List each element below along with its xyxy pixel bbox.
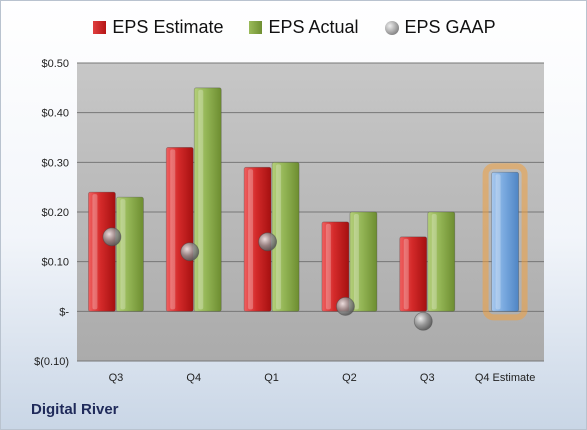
bar-eps-estimate (399, 236, 428, 312)
bar-eps-estimate (321, 221, 350, 312)
legend-item-eps-actual: EPS Actual (249, 17, 359, 38)
bar-q4-estimate (491, 171, 519, 312)
legend-item-eps-estimate: EPS Estimate (93, 17, 223, 38)
bar-eps-actual (193, 87, 222, 312)
x-tick-label: Q3 (420, 372, 435, 384)
y-tick-label: $0.20 (41, 207, 69, 219)
company-name: Digital River (31, 401, 119, 418)
x-tick-label: Q3 (109, 372, 124, 384)
x-tick-label: Q4 Estimate (475, 372, 536, 384)
bar-eps-actual (116, 196, 144, 312)
point-eps-gaap (413, 311, 433, 331)
legend-swatch-eps-gaap (384, 20, 399, 35)
point-eps-gaap (180, 242, 200, 262)
x-tick-label: Q4 (186, 372, 201, 384)
y-tick-label: $- (59, 306, 69, 318)
point-eps-gaap (258, 232, 277, 252)
y-tick-label: $0.50 (41, 58, 69, 70)
highlight-glow (482, 163, 528, 321)
bar-eps-actual (427, 211, 456, 312)
y-tick-label: $0.40 (41, 108, 69, 120)
bar-eps-actual (349, 211, 378, 312)
point-eps-gaap (336, 296, 355, 316)
legend-label-eps-estimate: EPS Estimate (112, 17, 224, 37)
legend-label-eps-gaap: EPS GAAP (404, 17, 496, 37)
legend-label-eps-actual: EPS Actual (268, 17, 359, 37)
legend-swatch-eps-actual (249, 21, 263, 34)
chart-legend: EPS Estimate EPS Actual EPS GAAP (1, 17, 587, 38)
y-tick-label: $0.10 (41, 257, 69, 269)
legend-swatch-eps-estimate (93, 21, 107, 34)
y-tick-label: $(0.10) (34, 356, 69, 368)
legend-item-eps-gaap: EPS GAAP (384, 17, 496, 38)
point-eps-gaap (102, 227, 122, 247)
x-tick-label: Q1 (264, 372, 279, 384)
bar-eps-actual (271, 161, 300, 312)
x-tick-label: Q2 (342, 372, 357, 384)
bar-eps-estimate (88, 191, 116, 312)
bar-eps-estimate (165, 147, 194, 312)
y-tick-label: $0.30 (41, 157, 69, 169)
bar-eps-estimate (243, 166, 272, 312)
